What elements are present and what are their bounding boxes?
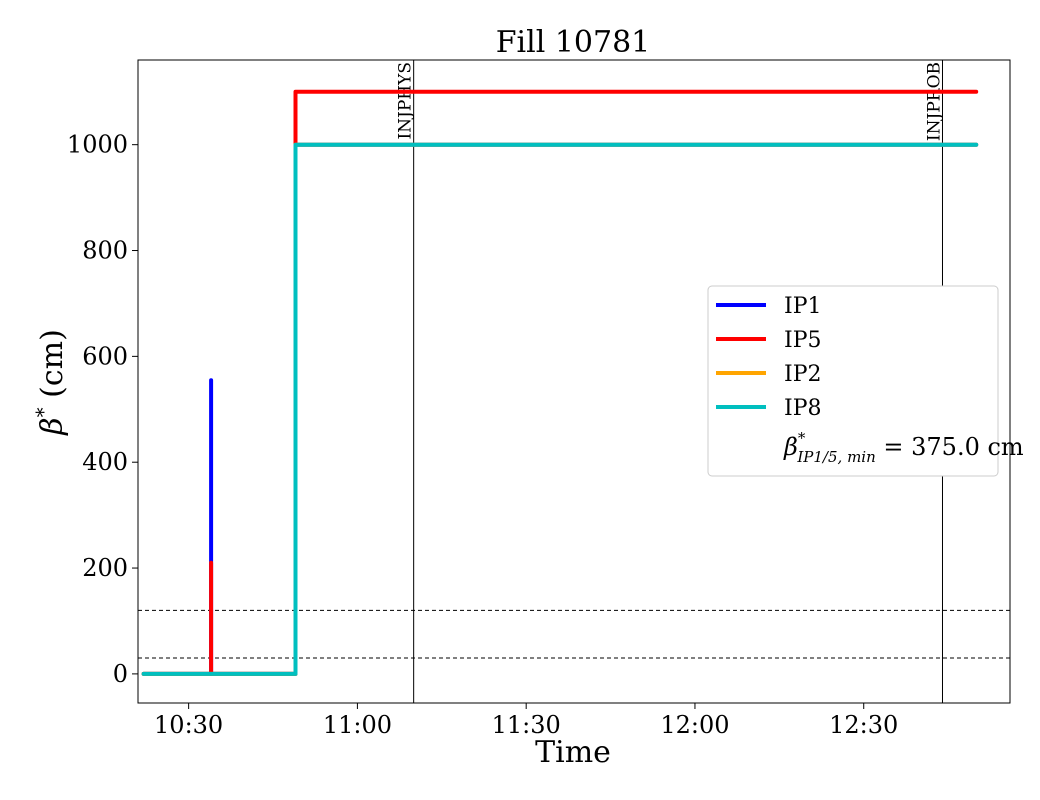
y-tick-label: 0	[113, 660, 128, 688]
y-axis-label-sup: *	[31, 407, 55, 417]
marker-vline-label: INJPROB	[924, 62, 944, 141]
legend-note-symbol: β	[783, 433, 798, 461]
y-tick-label: 1000	[67, 131, 128, 159]
axes-frame	[137, 59, 1011, 704]
x-tick-label: 12:00	[660, 711, 729, 739]
x-tick-label: 11:00	[323, 711, 392, 739]
y-axis-label-symbol: β	[35, 417, 70, 435]
x-tick-label: 11:30	[492, 711, 561, 739]
legend-note-value: = 375.0 cm	[876, 433, 1024, 461]
y-tick-label: 800	[82, 237, 128, 265]
legend-box	[707, 285, 999, 477]
legend-label-ip5: IP5	[784, 328, 822, 353]
series-line-ip8	[141, 142, 979, 676]
y-axis-label: β* (cm)	[31, 329, 70, 436]
legend: IP1 IP5 IP2 IP8 β* IP1/5, min = 375.0 cm	[707, 285, 1024, 477]
legend-label-ip1: IP1	[784, 294, 822, 319]
legend-label-ip2: IP2	[784, 362, 822, 387]
y-tick-label: 600	[82, 342, 128, 370]
legend-note-sup: *	[798, 429, 806, 447]
chart-title: Fill 10781	[496, 25, 651, 60]
legend-note-sub: IP1/5, min	[796, 448, 875, 466]
x-tick-label: 10:30	[154, 711, 223, 739]
x-tick-label: 12:30	[829, 711, 898, 739]
y-tick-label: 200	[82, 554, 128, 582]
x-axis-label: Time	[535, 735, 611, 770]
y-tick-label: 400	[82, 448, 128, 476]
y-axis-label-unit: (cm)	[35, 329, 70, 407]
legend-label-ip8: IP8	[784, 396, 822, 421]
plot-area: 0 200 400 600 800 1000 10:30 11:00 11:30 12:00 12:…	[67, 59, 1011, 739]
legend-note: β* IP1/5, min = 375.0 cm	[783, 429, 1024, 466]
marker-vline-label: INJPHYS	[396, 62, 416, 140]
